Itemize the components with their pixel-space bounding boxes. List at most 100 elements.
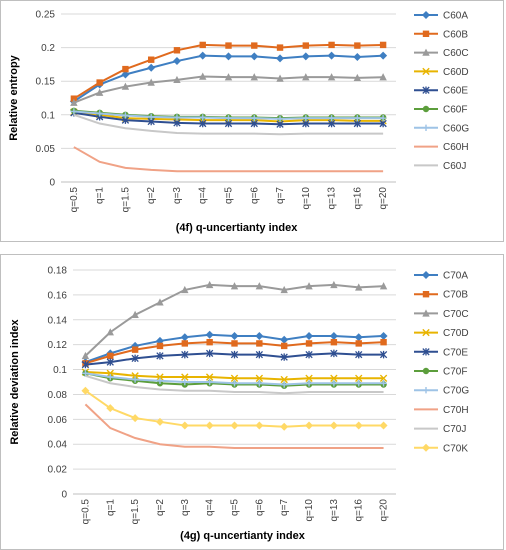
legend-marker-c70f xyxy=(422,367,430,375)
x-tick-label: q=1 xyxy=(105,499,116,516)
data-point-c70k xyxy=(106,404,115,413)
x-tick-label: q=5 xyxy=(230,499,241,516)
data-point-c70b xyxy=(256,340,263,347)
x-tick-label: q=1.5 xyxy=(130,499,141,525)
data-point-c60b xyxy=(379,41,387,49)
data-point-c70a xyxy=(180,333,189,342)
chart-panel-4g: 0 0.02 0.04 0.06 0.08 0.1 0.12 0.14 0.16 0.18 q=0.… xyxy=(0,254,504,550)
data-point-c70d xyxy=(230,374,239,382)
data-point-c70g xyxy=(355,380,362,387)
data-point-c60b xyxy=(122,65,129,73)
series-c70c xyxy=(81,280,388,360)
series-line-c60h xyxy=(73,146,384,173)
y-tick-label: 0.25 xyxy=(36,10,56,21)
data-point-c60a xyxy=(276,54,285,63)
x-tick-label: q=7 xyxy=(279,499,290,516)
data-point-c60g xyxy=(96,110,103,117)
x-tick-label: q=2 xyxy=(155,499,166,516)
data-point-c60c xyxy=(95,88,104,96)
legend-item-c70c: C70C xyxy=(414,309,469,320)
data-point-c70a xyxy=(379,331,388,340)
data-point-c60a xyxy=(301,52,310,61)
data-point-c60e xyxy=(199,119,207,128)
data-point-c60g xyxy=(147,113,155,121)
data-point-c60c xyxy=(224,73,233,81)
data-point-c70g xyxy=(206,378,213,386)
x-axis-title-4g: (4g) q-uncertianty index xyxy=(180,530,306,542)
series-line-c70h xyxy=(84,403,384,449)
x-tick-label: q=10 xyxy=(304,499,315,522)
x-tick-label: q=0.5 xyxy=(80,499,91,525)
data-point-c60b xyxy=(354,42,361,49)
data-point-c70d xyxy=(205,373,214,381)
y-tick-labels-4g: 0 0.02 0.04 0.06 0.08 0.1 0.12 0.14 0.16 0.18 xyxy=(48,266,68,501)
data-point-c60c xyxy=(379,73,387,81)
data-point-c70a xyxy=(205,330,214,339)
x-tick-label: q=3 xyxy=(180,499,191,516)
data-point-c70c xyxy=(330,280,338,289)
legend-marker-c70b xyxy=(422,291,430,298)
y-tick-label: 0.16 xyxy=(48,290,68,301)
chart-panel-4f: 0 0.05 0.1 0.15 0.2 0.25 q=0.5 q=1 q=1.5 q=2 q=3 q=… xyxy=(0,0,504,242)
data-point-c60a xyxy=(379,51,388,60)
data-point-c60c xyxy=(276,74,284,82)
y-tick-labels-4f: 0 0.05 0.1 0.15 0.2 0.25 xyxy=(36,10,56,189)
legend-marker-c70g xyxy=(422,387,430,394)
legend-marker-c60b xyxy=(422,30,430,37)
legend-label-c70d: C70D xyxy=(443,328,469,339)
data-point-c70d xyxy=(355,374,363,382)
legend-label-c60c: C60C xyxy=(443,48,469,59)
data-point-c70k xyxy=(280,422,289,431)
series-c70h xyxy=(84,403,384,449)
data-point-c60g xyxy=(276,115,284,123)
legend-item-c70g: C70G xyxy=(414,386,469,397)
series-c60b xyxy=(70,41,387,102)
x-tick-label: q=13 xyxy=(329,499,340,522)
data-point-c70b xyxy=(330,338,338,346)
legend-item-c70h: C70H xyxy=(414,405,469,416)
data-point-c70a xyxy=(230,331,239,340)
legend-label-c70k: C70K xyxy=(443,443,468,454)
series-c70k xyxy=(81,386,388,431)
data-point-c60b xyxy=(276,44,284,51)
data-point-c70g xyxy=(181,378,189,386)
data-point-c70k xyxy=(379,421,388,430)
data-point-c70d xyxy=(106,369,114,377)
legend-label-c70j: C70J xyxy=(443,424,466,435)
y-tick-label: 0.2 xyxy=(41,43,55,54)
x-tick-label: q=20 xyxy=(378,187,389,210)
x-tick-label: q=0.5 xyxy=(69,187,80,213)
legend-4g: C70A C70B C70C C70D C70E C70F C70G C70H C70J C70K xyxy=(414,271,469,454)
x-tick-label: q=2 xyxy=(146,187,157,204)
data-point-c70k xyxy=(155,417,164,426)
y-tick-label: 0.15 xyxy=(36,77,56,88)
legend-marker-c70d xyxy=(422,328,430,337)
legend-item-c70f: C70F xyxy=(414,367,467,378)
data-point-c70d xyxy=(280,375,288,384)
legend-item-c60a: C60A xyxy=(414,11,468,22)
data-point-c60g xyxy=(70,108,78,115)
data-point-c60c xyxy=(199,72,207,80)
legend-marker-c60a xyxy=(422,11,430,19)
data-point-c70e xyxy=(205,349,214,358)
y-axis-title-4g: Relative deviation index xyxy=(9,318,21,444)
data-point-c70c xyxy=(181,285,189,294)
legend-marker-c60f xyxy=(422,105,430,113)
data-point-c60b xyxy=(328,41,335,49)
legend-marker-c70c xyxy=(422,309,430,317)
legend-marker-c70a xyxy=(422,271,430,279)
data-point-c70e xyxy=(230,350,239,359)
x-tick-label: q=16 xyxy=(354,499,365,522)
series-c60j xyxy=(73,113,384,136)
data-point-c60c xyxy=(302,73,310,81)
data-point-c70g xyxy=(330,380,338,387)
data-point-c70b xyxy=(181,340,189,347)
legend-4f: C60A C60B C60C C60D C60E C60F C60G C60H C60J xyxy=(414,11,469,172)
data-point-c60g xyxy=(354,114,361,122)
data-point-c60c xyxy=(327,73,336,81)
data-point-c60g xyxy=(328,114,335,122)
data-point-c60a xyxy=(353,53,362,62)
data-point-c70e xyxy=(305,350,313,359)
y-tick-label: 0.05 xyxy=(36,144,56,155)
chart-4f: 00.050.10.150.20.25q=0.5 q=1 q=1.5 q=2 q=3 q=… xyxy=(8,10,469,235)
